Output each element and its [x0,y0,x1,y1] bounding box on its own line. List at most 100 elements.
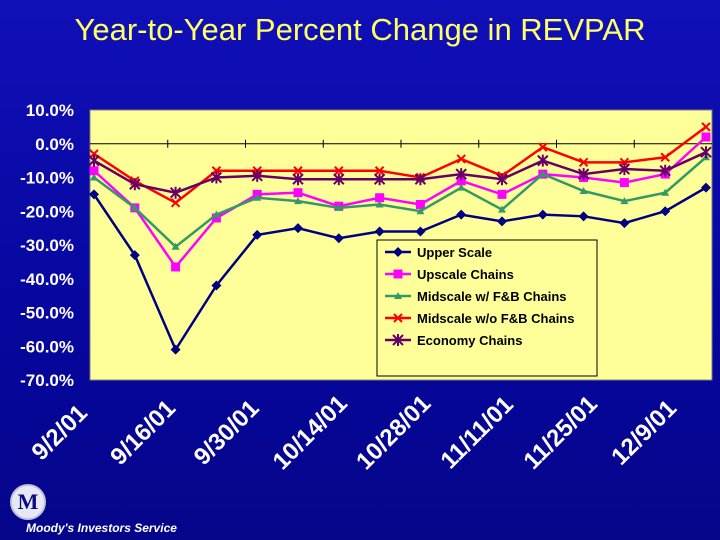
legend-box [376,239,598,377]
data-point [333,233,344,244]
company-name: Moody's Investors Service [26,521,177,535]
x-tick-label: 9/16/01 [105,395,181,471]
data-point [293,188,303,198]
data-point [252,229,263,240]
data-point [293,223,303,234]
x-tick-label: 12/9/01 [606,395,682,471]
x-tick-label: 11/11/01 [436,391,519,474]
legend-item: Upper Scale [385,245,492,260]
data-point [88,154,100,167]
data-point [660,152,670,162]
data-point [211,213,221,223]
data-point [659,164,671,177]
data-point [660,206,671,217]
y-tick-label: -40.0% [20,270,74,289]
data-point [579,187,588,194]
data-point [373,173,386,186]
data-point [456,154,466,164]
data-point [130,203,139,211]
data-point [661,188,670,196]
data-point [457,183,466,191]
data-point [538,142,548,152]
y-tick-label: -50.0% [20,304,74,323]
series-line [93,136,707,270]
data-point [211,280,222,291]
x-tick-label: 10/14/01 [268,390,353,475]
legend-item: Midscale w/ F&B Chains [385,289,567,304]
y-tick-label: -10.0% [20,169,74,188]
data-point [393,313,403,323]
data-point [375,200,384,208]
data-point [171,262,181,272]
data-point [212,210,221,218]
data-point [374,226,385,237]
series-line [93,151,707,194]
data-point [171,242,180,250]
legend-label: Midscale w/ F&B Chains [417,289,567,304]
data-point [538,170,547,178]
x-tick-label: 9/30/01 [189,395,265,471]
data-point [456,209,467,220]
data-point [334,166,344,176]
data-point [89,189,99,200]
legend-label: Economy Chains [417,333,522,348]
data-point [578,157,589,168]
x-tick-label: 9/2/01 [27,400,93,466]
data-point [700,146,712,159]
series-2 [90,153,710,250]
data-point [169,186,182,199]
legend-item: Upscale Chains [385,267,514,282]
data-point [496,173,508,186]
y-tick-label: 0.0% [35,135,74,154]
data-point [334,203,343,211]
data-point [393,269,403,279]
data-point [253,193,262,201]
y-tick-label: -60.0% [20,337,74,356]
data-point [375,193,385,203]
data-point [394,292,402,299]
data-point [129,250,140,261]
series-line [93,156,707,249]
data-point [393,247,403,257]
legend-item: Midscale w/o F&B Chains [385,311,574,326]
data-point [210,171,223,184]
series-4 [88,146,712,199]
y-tick-label: -30.0% [20,236,74,255]
data-point [292,173,304,186]
y-tick-label: -70.0% [20,371,74,390]
data-point [577,168,590,181]
revpar-chart: 10.0% 0.0% -10.0% -20.0% -30.0% -40.0% -50.0% -… [20,101,713,475]
data-point [701,132,711,142]
series-0 [89,182,711,355]
data-point [497,216,507,227]
legend: Upper Scale Upscale Chains Midscale w/ F&B… [376,239,598,377]
legend-item: Economy Chains [385,333,522,348]
data-point [170,344,181,355]
data-point [89,166,99,176]
footer: M Moody's Investors Service [10,484,210,536]
y-tick-label: 10.0% [26,101,74,120]
legend-label: Upscale Chains [417,267,514,282]
series-line [93,125,707,205]
data-point [251,169,263,182]
data-point [129,178,141,191]
data-point [211,166,222,176]
data-point [620,197,629,205]
data-point [170,198,181,208]
data-point [619,218,630,229]
data-point [498,205,506,213]
data-point [333,173,345,186]
moodys-logo-icon: M [10,484,46,520]
data-point [415,226,426,237]
data-point [374,166,385,176]
data-point [392,334,404,346]
data-point [497,189,507,199]
data-point [619,178,629,188]
y-tick-label: -20.0% [20,202,74,221]
data-point [701,182,711,193]
legend-label: Upper Scale [417,245,492,260]
x-tick-label: 11/25/01 [519,391,603,475]
data-point [619,157,630,168]
data-point [455,168,467,181]
